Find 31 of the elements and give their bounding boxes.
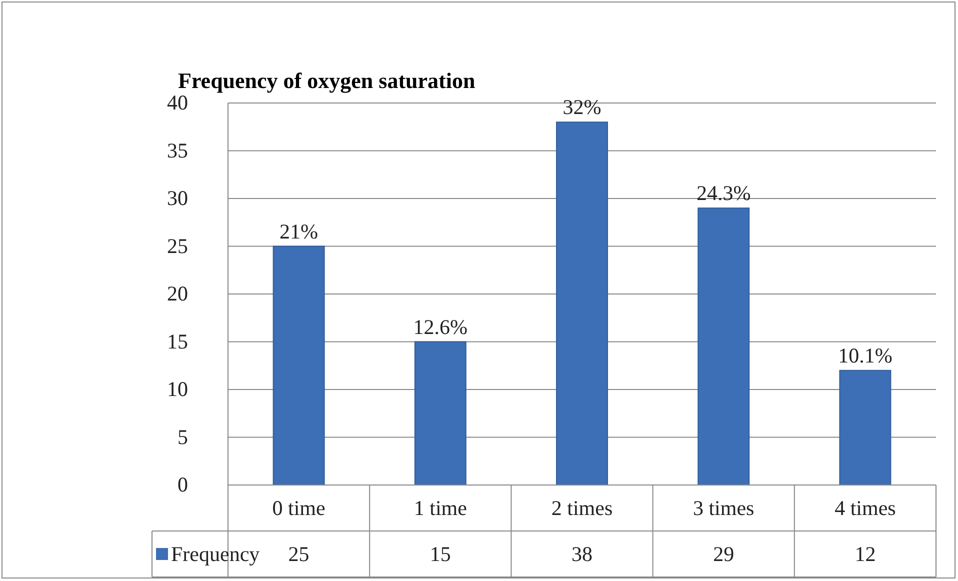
annotation: 24.3% (696, 181, 751, 206)
y-tick-label: 25 (167, 234, 188, 258)
annotation: 10.1% (838, 343, 892, 368)
x-tick-label: 2 times (551, 496, 613, 520)
y-tick-label: 35 (167, 138, 188, 162)
bar (414, 341, 466, 486)
bar (556, 122, 608, 486)
y-tick-label: 15 (167, 329, 188, 354)
data-label: 25 (288, 542, 310, 566)
legend-label: Frequency (171, 542, 260, 566)
annotation: 21% (280, 219, 318, 244)
data-label: 12 (854, 542, 876, 566)
y-tick-label: 30 (167, 186, 188, 210)
y-tick-label: 10 (167, 377, 188, 402)
chart-title: Frequency of oxygen saturation (178, 68, 476, 93)
y-tick-label: 40 (167, 90, 188, 115)
bar (698, 208, 750, 486)
y-tick-label: 0 (178, 472, 188, 497)
bar (272, 246, 325, 486)
data-label: 15 (430, 542, 451, 566)
y-tick-label: 5 (178, 424, 188, 449)
x-tick-label: 4 times (834, 496, 896, 520)
x-tick-label: 3 times (692, 496, 754, 520)
x-tick-label: 0 time (272, 496, 326, 520)
data-label: 38 (572, 542, 592, 566)
data-label: 29 (713, 542, 734, 566)
y-tick-label: 20 (167, 282, 188, 306)
annotation: 12.6% (413, 314, 468, 339)
annotation: 32% (562, 95, 602, 120)
x-tick-label: 1 time (414, 496, 467, 520)
bar (839, 370, 892, 486)
